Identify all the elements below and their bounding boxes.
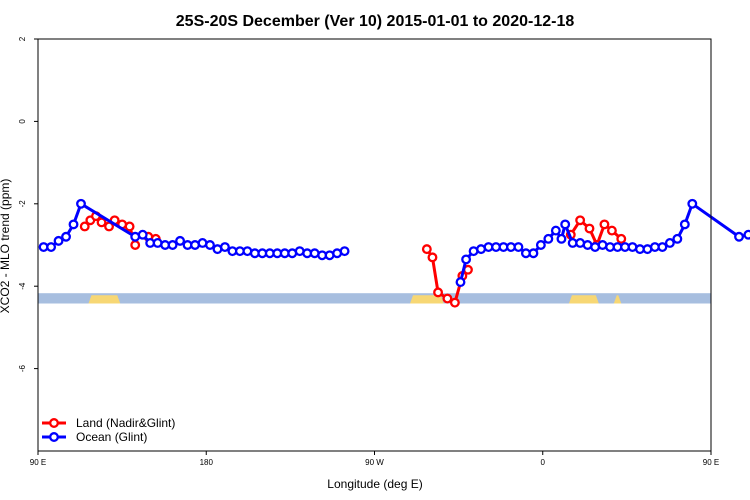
y-tick-label-4: -6 bbox=[18, 364, 27, 372]
x-axis: 90 E 180 90 W 0 90 E bbox=[30, 451, 719, 467]
series-0-point-2-2 bbox=[433, 287, 444, 298]
series-0-point-0-4 bbox=[104, 221, 114, 232]
series-1-point-1-28 bbox=[657, 242, 668, 253]
series-0-point-2-4 bbox=[449, 297, 460, 308]
x-tick-label-2: 90 W bbox=[365, 458, 384, 467]
series-1-point-1-34 bbox=[743, 229, 750, 240]
series-0-point-2-1 bbox=[427, 252, 438, 263]
x-tick-label-4: 90 E bbox=[703, 458, 719, 467]
x-tick-label-0: 90 E bbox=[30, 458, 46, 467]
series-1-point-0-18 bbox=[219, 242, 230, 253]
y-tick-label-1: 0 bbox=[18, 119, 27, 124]
series-0-point-3-6 bbox=[616, 233, 627, 244]
x-axis-label: Longitude (deg E) bbox=[327, 477, 422, 491]
series-1-point-0-12 bbox=[175, 235, 186, 246]
x-tick-label-3: 0 bbox=[541, 458, 546, 467]
legend: Land (Nadir&Glint) Ocean (Glint) bbox=[42, 416, 175, 444]
series-1-point-1-11 bbox=[535, 240, 546, 250]
series-0-point-2-3 bbox=[442, 293, 453, 304]
series-1-point-0-1 bbox=[46, 242, 57, 253]
series-0-point-3-1 bbox=[575, 215, 586, 226]
series-1-point-1-32 bbox=[687, 198, 698, 209]
land-band-1 bbox=[410, 295, 444, 304]
y-tick-label-2: -2 bbox=[18, 200, 27, 208]
series-1-point-1-29 bbox=[664, 237, 675, 248]
series-1-point-1-10 bbox=[528, 248, 539, 259]
legend-label-ocean: Ocean (Glint) bbox=[76, 430, 147, 444]
land-band-0 bbox=[88, 295, 121, 304]
series-0-point-3-5 bbox=[606, 225, 617, 236]
series-1-point-1-1 bbox=[461, 254, 472, 265]
y-tick-label-0: 2 bbox=[18, 36, 27, 41]
series-0-point-0-3 bbox=[96, 217, 107, 228]
surface-band bbox=[38, 293, 711, 304]
series-0-point-2-0 bbox=[421, 244, 432, 255]
land-band-2 bbox=[568, 295, 599, 304]
series-1-point-0-16 bbox=[205, 240, 215, 250]
y-axis: 2 0 -2 -4 -6 bbox=[18, 36, 38, 372]
series-1-point-1-33 bbox=[734, 231, 744, 242]
series-1-point-0-11 bbox=[167, 240, 178, 250]
series-0-point-0-8 bbox=[130, 240, 141, 250]
series-1-point-0-4 bbox=[68, 219, 79, 230]
series-0-point-0-7 bbox=[124, 221, 135, 232]
series-1-point-0-2 bbox=[53, 235, 64, 246]
series-1-point-1-0 bbox=[455, 277, 466, 288]
series-0-point-3-2 bbox=[584, 223, 595, 234]
x-tick-label-1: 180 bbox=[200, 458, 214, 467]
y-tick-label-3: -4 bbox=[18, 282, 27, 290]
legend-label-land: Land (Nadir&Glint) bbox=[76, 416, 175, 430]
series-1 bbox=[38, 198, 750, 288]
y-axis-label: XCO2 - MLO trend (ppm) bbox=[0, 179, 12, 314]
series-1-point-1-14 bbox=[556, 233, 567, 244]
series-1-point-1-13 bbox=[550, 225, 561, 236]
chart-title: 25S-20S December (Ver 10) 2015-01-01 to … bbox=[176, 13, 575, 30]
series-1-point-0-34 bbox=[339, 246, 350, 257]
series-1-point-0-7 bbox=[137, 229, 148, 240]
series-layer bbox=[38, 198, 750, 308]
series-0-point-0-0 bbox=[79, 221, 90, 232]
series-1-point-0-5 bbox=[76, 198, 86, 209]
series-1-point-1-30 bbox=[672, 233, 683, 244]
ocean-band bbox=[38, 293, 711, 304]
land-band-3 bbox=[613, 295, 622, 304]
legend-marker-ocean bbox=[49, 432, 59, 442]
series-1-point-1-31 bbox=[679, 219, 690, 230]
legend-marker-land bbox=[49, 418, 59, 428]
plot-frame bbox=[37, 38, 712, 452]
series-1-point-1-12 bbox=[543, 233, 554, 244]
series-1-point-0-3 bbox=[61, 231, 71, 242]
series-0-point-3-4 bbox=[599, 219, 610, 230]
series-1-point-1-15 bbox=[560, 219, 571, 230]
series-1-point-1-8 bbox=[513, 242, 524, 253]
series-0 bbox=[79, 211, 627, 308]
